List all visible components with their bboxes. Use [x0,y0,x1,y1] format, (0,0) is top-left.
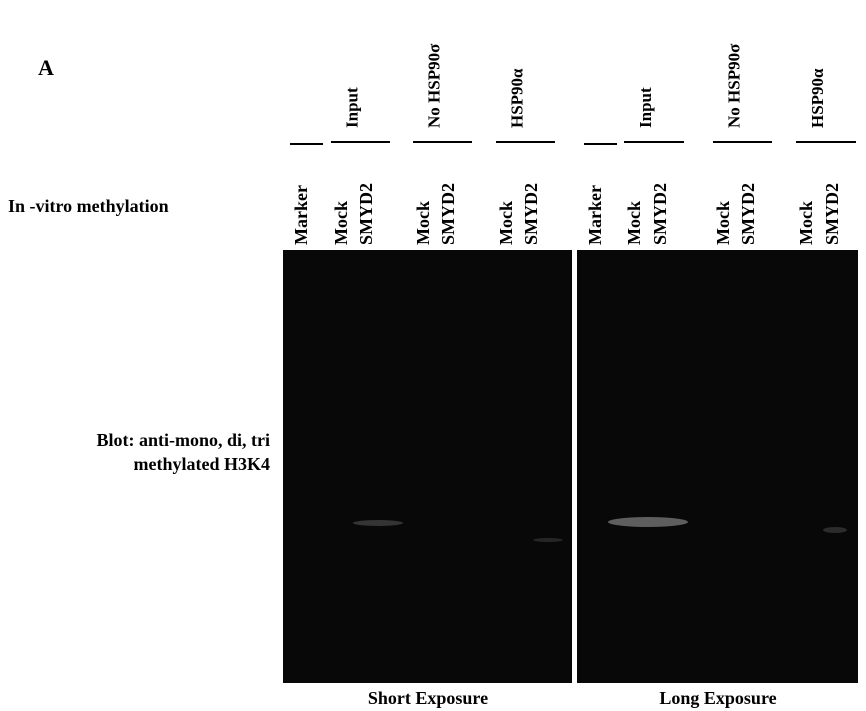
group-label: Input [636,87,655,128]
lane-label: SMYD2 [521,183,541,245]
panel-letter: A [38,55,54,80]
row-label: Blot: anti-mono, di, tri [97,430,271,450]
band [823,527,847,533]
lane-label: SMYD2 [356,183,376,245]
panel-divider [572,250,577,683]
blot [283,250,858,683]
lane-label: Mock [413,201,433,245]
exposure-label: Short Exposure [368,688,488,708]
lane-label: SMYD2 [650,183,670,245]
group-label: No HSP90σ [724,43,743,128]
lane-label: SMYD2 [822,183,842,245]
band [608,517,688,527]
group-label: No HSP90σ [424,43,443,128]
lane-label: Mock [496,201,516,245]
lane-label: Mock [796,201,816,245]
lane-label: SMYD2 [438,183,458,245]
lane-label: Mock [713,201,733,245]
figure: A In -vitro methylation Blot: anti-mono,… [0,0,866,711]
group-label: HSP90α [507,68,526,128]
row-label: In -vitro methylation [8,196,169,216]
band [533,538,563,542]
lane-label: Marker [585,185,605,245]
lane-label: SMYD2 [738,183,758,245]
group-label: Input [342,87,361,128]
group-label: HSP90α [808,68,827,128]
lane-label: Mock [624,201,644,245]
lane-label: Marker [291,185,311,245]
lane-label: Mock [331,201,351,245]
band [353,520,403,526]
row-label: methylated H3K4 [134,454,271,474]
exposure-label: Long Exposure [659,688,776,708]
